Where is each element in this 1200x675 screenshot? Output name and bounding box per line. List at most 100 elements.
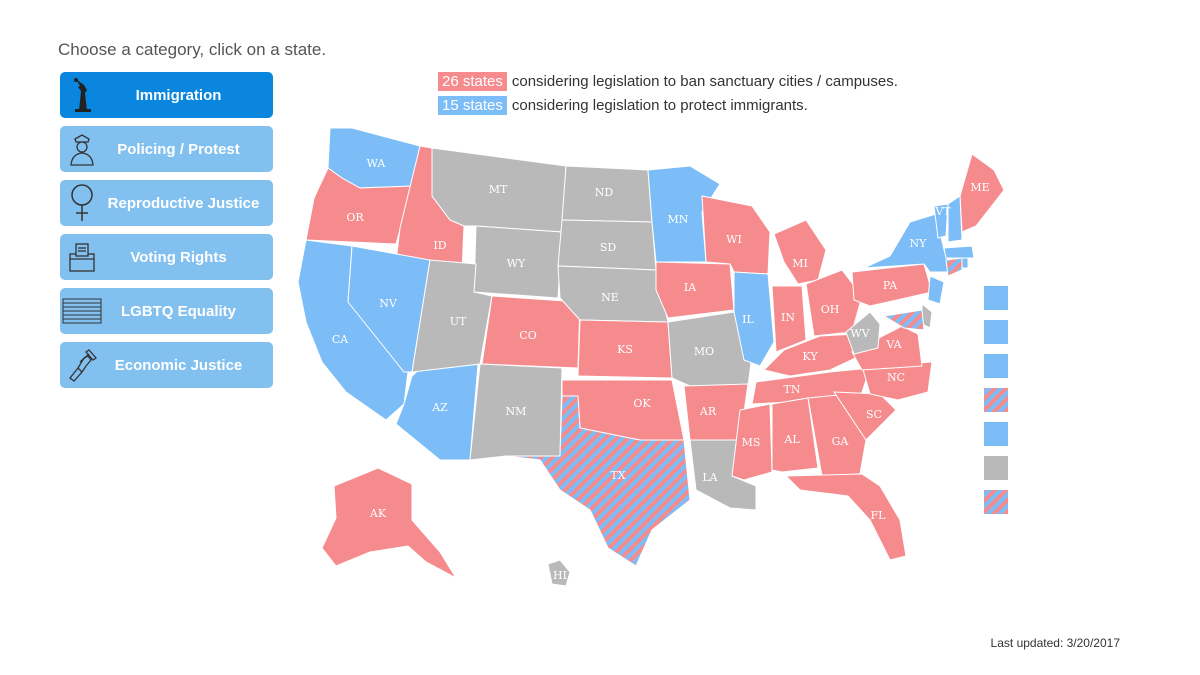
state-nh[interactable] bbox=[947, 195, 963, 243]
state-label-nc: NC bbox=[887, 371, 905, 384]
state-label-oh: OH bbox=[821, 303, 840, 316]
state-label-or: OR bbox=[346, 211, 364, 224]
state-label-nm: NM bbox=[506, 405, 527, 418]
state-label-mi: MI bbox=[792, 257, 808, 270]
legend-ban: 26 states considering legislation to ban… bbox=[438, 72, 898, 91]
statue-of-liberty-icon bbox=[60, 72, 104, 118]
state-label-tn: TN bbox=[784, 383, 801, 396]
state-sc[interactable] bbox=[833, 391, 897, 441]
state-nj[interactable] bbox=[927, 275, 945, 305]
legend-protect: 15 states considering legislation to pro… bbox=[438, 96, 808, 115]
state-label-wi: WI bbox=[726, 233, 742, 246]
state-fl[interactable] bbox=[784, 473, 907, 561]
category-lgbtq-button[interactable]: LGBTQ Equality bbox=[60, 288, 273, 334]
state-ia[interactable] bbox=[655, 261, 735, 319]
protest-hand-icon bbox=[60, 342, 104, 388]
state-label-wy: WY bbox=[507, 257, 526, 270]
state-wv[interactable] bbox=[845, 311, 881, 355]
state-label-ut: UT bbox=[450, 315, 467, 328]
state-label-ms: MS bbox=[742, 436, 761, 449]
state-label-va: VA bbox=[885, 338, 902, 351]
category-economic-button[interactable]: Economic Justice bbox=[60, 342, 273, 388]
state-md[interactable] bbox=[882, 309, 925, 331]
flag-icon bbox=[60, 288, 104, 334]
instructions-text: Choose a category, click on a state. bbox=[58, 40, 327, 59]
state-label-co: CO bbox=[519, 329, 536, 342]
state-label-sc: SC bbox=[866, 408, 882, 421]
category-label: LGBTQ Equality bbox=[120, 302, 236, 320]
state-label-id: ID bbox=[433, 239, 446, 252]
state-label-me: ME bbox=[970, 181, 989, 194]
state-label-ok: OK bbox=[633, 397, 651, 410]
state-label-ky: KY bbox=[802, 350, 818, 363]
state-tx[interactable] bbox=[505, 395, 691, 567]
category-label: Economic Justice bbox=[114, 356, 243, 374]
state-label-nv: NV bbox=[379, 297, 398, 310]
state-az[interactable] bbox=[395, 359, 479, 461]
state-ct[interactable] bbox=[945, 257, 963, 277]
state-label-az: AZ bbox=[431, 401, 448, 414]
state-ms[interactable] bbox=[731, 403, 773, 481]
key-swatch-md[interactable] bbox=[984, 490, 1008, 514]
state-label-sd: SD bbox=[600, 241, 617, 254]
state-hi[interactable] bbox=[547, 559, 571, 587]
key-swatch-nj[interactable] bbox=[984, 422, 1008, 446]
category-label: Immigration bbox=[135, 86, 222, 104]
state-nv[interactable] bbox=[347, 245, 431, 373]
category-policing-button[interactable]: Policing / Protest bbox=[60, 126, 273, 172]
category-reproductive-button[interactable]: Reproductive Justice bbox=[60, 180, 273, 226]
category-immigration-button[interactable]: Immigration bbox=[60, 72, 273, 118]
state-ri[interactable] bbox=[961, 257, 969, 269]
police-officer-icon bbox=[60, 126, 104, 172]
state-label-ca: CA bbox=[332, 333, 349, 346]
category-label: Reproductive Justice bbox=[107, 194, 260, 212]
state-il[interactable] bbox=[733, 271, 775, 367]
state-label-nd: ND bbox=[595, 186, 614, 199]
state-label-wa: WA bbox=[367, 157, 387, 170]
key-swatch-ri[interactable] bbox=[984, 354, 1008, 378]
state-label-ia: IA bbox=[684, 281, 697, 294]
state-label-la: LA bbox=[702, 471, 718, 484]
last-updated-text: Last updated: 3/20/2017 bbox=[990, 636, 1120, 650]
state-al[interactable] bbox=[771, 397, 819, 473]
state-label-ks: KS bbox=[617, 343, 633, 356]
ballot-box-icon bbox=[60, 234, 104, 280]
state-vt[interactable] bbox=[933, 203, 949, 239]
key-swatch-ma[interactable] bbox=[984, 320, 1008, 344]
state-va[interactable] bbox=[851, 325, 923, 371]
state-oh[interactable] bbox=[805, 269, 863, 337]
state-label-ne: NE bbox=[601, 291, 619, 304]
ban-count-badge: 26 states bbox=[438, 72, 507, 91]
state-in[interactable] bbox=[771, 285, 807, 353]
category-voting-button[interactable]: Voting Rights bbox=[60, 234, 273, 280]
state-label-ar: AR bbox=[699, 405, 717, 418]
state-label-ak: AK bbox=[369, 507, 387, 520]
state-ma[interactable] bbox=[943, 245, 975, 259]
state-label-fl: FL bbox=[871, 509, 887, 522]
state-label-mo: MO bbox=[694, 345, 714, 358]
key-swatch-de[interactable] bbox=[984, 456, 1008, 480]
state-label-hi: HI bbox=[553, 569, 567, 582]
state-label-in: IN bbox=[781, 311, 795, 324]
category-label: Policing / Protest bbox=[117, 140, 240, 158]
state-label-tx: TX bbox=[610, 469, 625, 482]
state-pa[interactable] bbox=[851, 263, 933, 307]
state-label-wv: WV bbox=[850, 327, 870, 340]
ban-legend-text: considering legislation to ban sanctuary… bbox=[511, 73, 898, 90]
state-label-mt: MT bbox=[489, 183, 508, 196]
protect-count-badge: 15 states bbox=[438, 96, 507, 115]
state-label-al: AL bbox=[783, 433, 800, 446]
protect-legend-text: considering legislation to protect immig… bbox=[511, 97, 808, 114]
state-label-pa: PA bbox=[883, 279, 898, 292]
state-mi[interactable] bbox=[773, 219, 827, 285]
state-label-mn: MN bbox=[668, 213, 689, 226]
state-label-ny: NY bbox=[910, 237, 928, 250]
state-label-ga: GA bbox=[832, 435, 850, 448]
female-symbol-icon bbox=[60, 180, 104, 226]
category-label: Voting Rights bbox=[130, 248, 227, 266]
key-swatch-ct[interactable] bbox=[984, 388, 1008, 412]
state-label-il: IL bbox=[742, 313, 754, 326]
state-ak[interactable] bbox=[321, 467, 458, 580]
key-swatch-nh[interactable] bbox=[984, 286, 1008, 310]
